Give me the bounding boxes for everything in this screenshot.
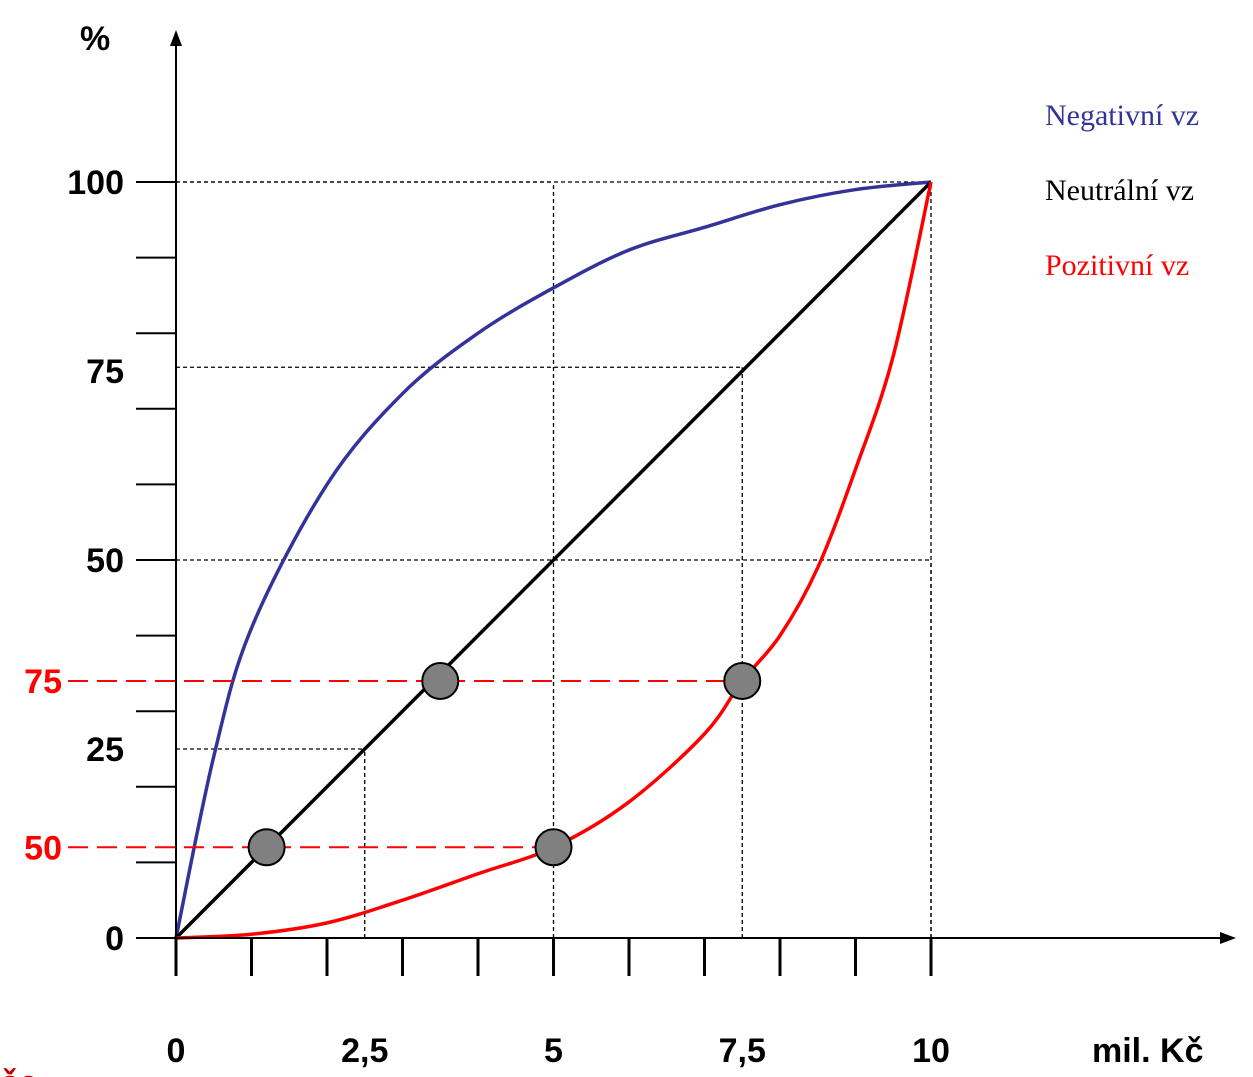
legend-entry-0: Negativní vz — [1045, 99, 1199, 132]
series-line-2 — [175, 181, 933, 940]
highlight-label-1: 50 — [24, 829, 62, 867]
x-tick-label-1: 2,5 — [341, 1032, 388, 1070]
x-tick-label-0: 0 — [167, 1032, 186, 1070]
highlight-point-0-0 — [421, 661, 460, 700]
highlight-point-0-1 — [723, 661, 762, 700]
axes — [170, 30, 1236, 944]
x-axis-label: mil. Kč — [1092, 1032, 1203, 1070]
y-tick-label-3: 75 — [86, 353, 124, 391]
legend: Negativní vz Neutrální vz Pozitivní vz — [1045, 99, 1199, 282]
x-tick-label-2: 5 — [544, 1032, 563, 1070]
legend-entry-1: Neutrální vz — [1045, 174, 1194, 207]
cutoff-text: če — [0, 1064, 38, 1077]
curves — [174, 180, 933, 940]
highlight-point-1-1 — [534, 828, 573, 867]
x-tick-label-3: 7,5 — [719, 1032, 766, 1070]
labels: % mil. Kč če 0 25 50 75 100 0 2,5 5 7,5 10 — [0, 20, 1203, 1077]
series-line-0 — [174, 180, 932, 939]
highlight-point-1-0 — [247, 828, 286, 867]
x-tick-label-4: 10 — [912, 1032, 950, 1070]
y-axis-label: % — [80, 20, 110, 58]
highlight-label-0: 75 — [24, 663, 62, 701]
series-line-1 — [174, 180, 933, 940]
reference-lines — [176, 181, 932, 938]
x-axis-arrow — [1220, 932, 1236, 944]
legend-entry-2: Pozitivní vz — [1045, 249, 1189, 282]
y-axis-arrow — [170, 30, 182, 46]
ticks — [136, 181, 933, 976]
highlight-markers: 75 50 — [24, 661, 762, 867]
y-tick-label-2: 50 — [86, 542, 124, 580]
y-tick-label-4: 100 — [67, 164, 124, 202]
y-tick-label-1: 25 — [86, 731, 124, 769]
y-tick-label-0: 0 — [105, 920, 124, 958]
